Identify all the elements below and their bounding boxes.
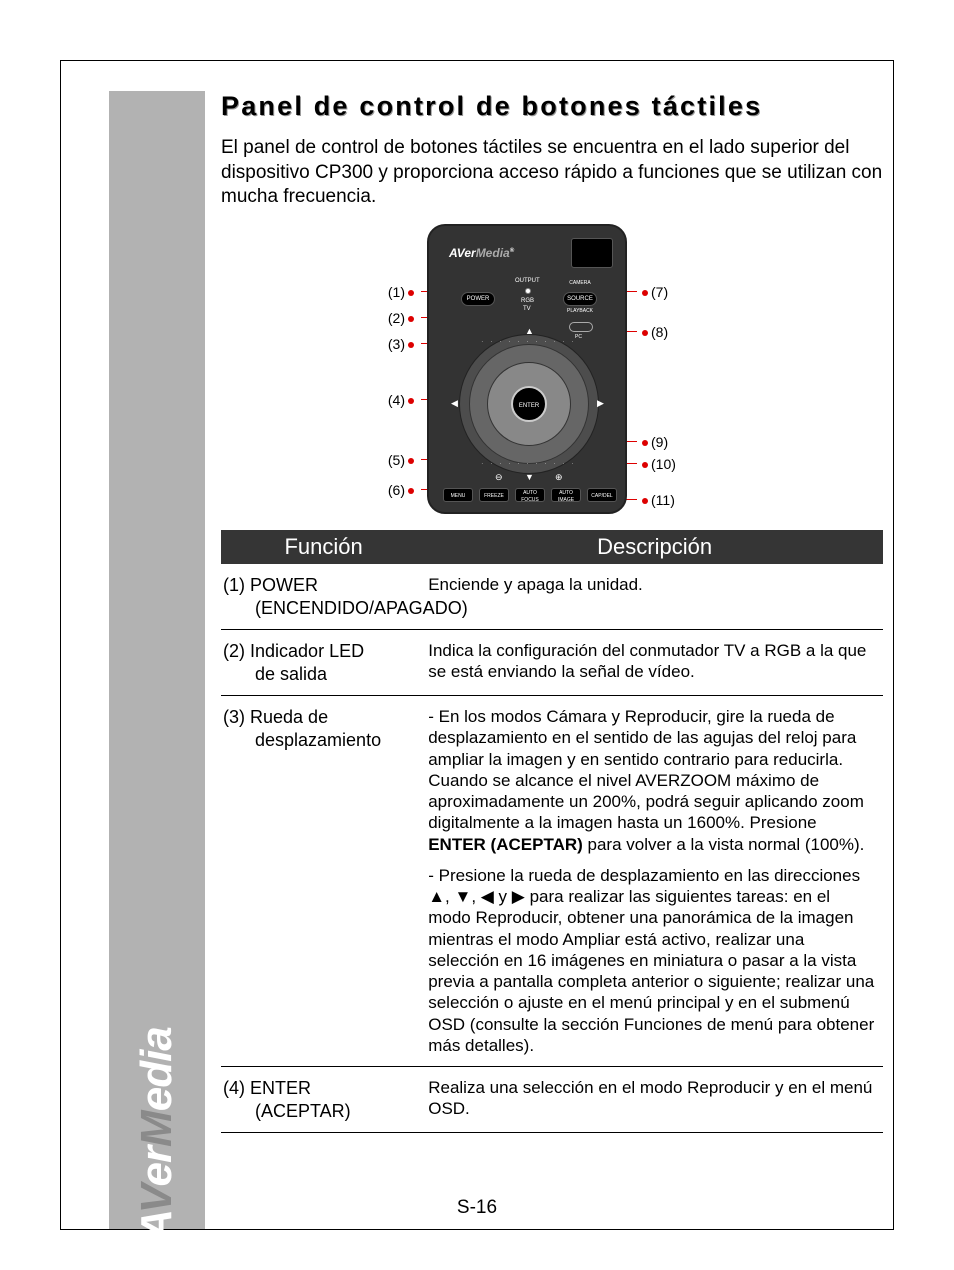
callout-3: (3) xyxy=(387,336,417,352)
menu-button: MENU xyxy=(443,488,473,502)
table-row: (4) ENTER (ACEPTAR) Realiza una selecció… xyxy=(221,1067,883,1133)
enter-button: ENTER xyxy=(511,386,547,422)
page-title: Panel de control de botones táctiles xyxy=(221,91,883,122)
tv-label: TV xyxy=(523,306,531,312)
freeze-button: FREEZE xyxy=(479,488,509,502)
arrow-right-icon: ▶ xyxy=(597,398,604,409)
th-descripcion: Descripción xyxy=(426,530,883,564)
rgb-label: RGB xyxy=(521,298,534,304)
device-logo: AVerMedia® xyxy=(449,246,514,260)
autoimage-button: AUTOIMAGE xyxy=(551,488,581,502)
callout-2: (2) xyxy=(387,310,417,326)
pc-oval xyxy=(569,322,593,332)
arrow-down-icon: ▼ xyxy=(525,472,534,482)
autofocus-button: AUTOFOCUS xyxy=(515,488,545,502)
callout-7: (7) xyxy=(639,284,679,300)
zoom-out-icon: ⊖ xyxy=(495,472,503,483)
table-row: (2) Indicador LED de salida Indica la co… xyxy=(221,630,883,696)
capdel-button: CAP/DEL xyxy=(587,488,617,502)
func-cell: (3) Rueda de desplazamiento xyxy=(221,702,426,1060)
arrow-left-icon: ◀ xyxy=(451,398,458,409)
callout-8: (8) xyxy=(639,324,679,340)
sidebar: AVerMedia xyxy=(109,91,205,1229)
callout-9: (9) xyxy=(639,434,679,450)
intro-paragraph: El panel de control de botones táctiles … xyxy=(221,136,883,210)
func-cell: (1) POWER (ENCENDIDO/APAGADO) xyxy=(221,570,426,623)
callout-1: (1) xyxy=(387,284,417,300)
page-frame: AVerMedia Panel de control de botones tá… xyxy=(60,60,894,1230)
output-label: OUTPUT xyxy=(515,278,540,284)
led-icon xyxy=(525,288,531,294)
device-screen xyxy=(571,238,613,268)
table-row: (1) POWER (ENCENDIDO/APAGADO) Enciende y… xyxy=(221,564,883,630)
desc-cell: Indica la configuración del conmutador T… xyxy=(426,636,883,689)
func-cell: (2) Indicador LED de salida xyxy=(221,636,426,689)
zoom-in-icon: ⊕ xyxy=(555,472,563,483)
table-header: Función Descripción xyxy=(221,530,883,564)
power-button: POWER xyxy=(461,292,495,306)
callout-10: (10) xyxy=(639,456,679,472)
table-row: (3) Rueda de desplazamiento - En los mod… xyxy=(221,696,883,1067)
desc-cell: Realiza una selección en el modo Reprodu… xyxy=(426,1073,883,1126)
page-number: S-16 xyxy=(61,1197,893,1219)
function-table: Función Descripción (1) POWER (ENCENDIDO… xyxy=(221,530,883,1133)
callout-4: (4) xyxy=(387,392,417,408)
dots-bottom: · · · · · · · · · · · · xyxy=(477,461,581,469)
playback-label: PLAYBACK xyxy=(563,308,597,314)
callout-5: (5) xyxy=(387,452,417,468)
callout-6: (6) xyxy=(387,482,417,498)
desc-cell: - En los modos Cámara y Reproducir, gire… xyxy=(426,702,883,1060)
func-cell: (4) ENTER (ACEPTAR) xyxy=(221,1073,426,1126)
callout-11: (11) xyxy=(639,492,679,508)
device-body: AVerMedia® OUTPUT RGB TV POWER SOURCE CA… xyxy=(427,224,627,514)
th-funcion: Función xyxy=(221,530,426,564)
arrow-up-icon: ▲ xyxy=(525,326,534,336)
source-button: SOURCE xyxy=(563,292,597,306)
camera-label: CAMERA xyxy=(563,280,597,286)
content: Panel de control de botones táctiles El … xyxy=(221,91,893,1229)
desc-cell: Enciende y apaga la unidad. xyxy=(426,570,883,623)
device-diagram: (1) (2) (3) (4) (5) (6) (7) (8) (9) (10)… xyxy=(221,224,883,524)
